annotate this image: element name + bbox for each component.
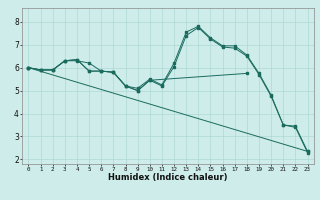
X-axis label: Humidex (Indice chaleur): Humidex (Indice chaleur)	[108, 173, 228, 182]
